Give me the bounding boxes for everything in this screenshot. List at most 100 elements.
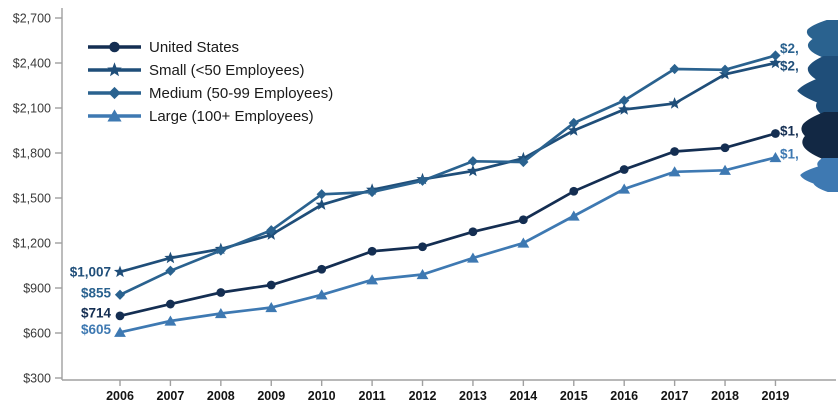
circle-marker	[367, 246, 377, 256]
x-tick-label: 2007	[157, 389, 185, 403]
star-marker	[668, 97, 681, 109]
us-line	[119, 132, 776, 318]
triangle-marker	[517, 237, 530, 248]
star-marker	[315, 198, 328, 210]
star-marker	[567, 124, 580, 136]
x-tick-label: 2013	[459, 389, 487, 403]
circle-marker	[216, 288, 226, 297]
x-tick-label: 2015	[560, 389, 588, 403]
small-end-label: $2,	[780, 59, 799, 74]
y-tick-label: $1,800	[13, 146, 51, 160]
star-marker	[769, 56, 782, 69]
diamond-marker	[316, 189, 327, 200]
circle-marker	[317, 264, 327, 274]
medium-series	[114, 50, 781, 300]
circle-marker	[670, 147, 680, 156]
y-tick-label: $2,400	[13, 56, 51, 70]
medium-line	[119, 54, 776, 297]
y-tick-label: $900	[23, 281, 51, 295]
diamond-marker	[770, 50, 781, 61]
triangle-marker	[265, 302, 278, 313]
legend-item-label: Large (100+ Employees)	[149, 108, 314, 125]
y-tick-label: $1,200	[13, 236, 51, 250]
edge-blob-large	[800, 158, 838, 192]
edge-blob-us	[801, 112, 838, 160]
diamond-marker	[518, 156, 529, 168]
x-tick-label: 2017	[661, 389, 689, 403]
y-tick-label: $2,700	[13, 11, 51, 25]
diamond-marker	[108, 86, 121, 100]
legend-item-us: United States	[88, 39, 239, 56]
x-tick-label: 2008	[207, 389, 235, 403]
edge-blobs	[797, 20, 838, 192]
legend-item-medium: Medium (50-99 Employees)	[88, 85, 333, 102]
circle-marker	[109, 41, 120, 53]
star-marker	[618, 103, 631, 115]
triangle-marker	[668, 166, 681, 177]
diamond-marker	[215, 245, 226, 256]
triangle-marker	[567, 210, 580, 221]
y-tick-label: $300	[23, 371, 51, 385]
diamond-marker	[467, 156, 479, 167]
triangle-marker	[618, 183, 631, 194]
star-marker	[466, 164, 479, 177]
us-end-label: $1,	[780, 124, 799, 139]
star-marker	[113, 265, 127, 278]
legend-item-label: Medium (50-99 Employees)	[149, 85, 333, 102]
triangle-marker	[107, 109, 122, 122]
axes: $300 $600 $900 $1,200 $1,500 $1,800 $2,100 $2,4…	[13, 8, 836, 403]
y-tick-label: $2,100	[13, 101, 51, 115]
diamond-marker	[165, 265, 176, 276]
circle-marker	[771, 129, 780, 138]
legend-item-label: Small (<50 Employees)	[149, 62, 304, 79]
circle-marker	[468, 227, 478, 237]
star-marker	[107, 62, 122, 77]
diamond-marker	[367, 186, 378, 198]
large-end-label: $1,	[780, 147, 799, 162]
triangle-marker	[769, 152, 782, 163]
x-tick-label: 2006	[106, 389, 134, 403]
x-tick-label: 2019	[762, 389, 790, 403]
circle-marker	[166, 299, 175, 309]
diamond-marker	[114, 289, 126, 300]
large-line	[119, 156, 776, 334]
diamond-marker	[568, 117, 579, 129]
triangle-marker	[719, 164, 731, 175]
y-tick-label: $1,500	[13, 191, 51, 205]
diamond-marker	[266, 225, 277, 236]
diamond-marker	[619, 95, 630, 106]
circle-marker	[115, 311, 125, 321]
x-tick-label: 2012	[409, 389, 437, 403]
circle-marker	[418, 242, 427, 252]
y-tick-label: $600	[23, 326, 51, 340]
triangle-marker	[366, 274, 378, 285]
triangle-marker	[114, 326, 126, 337]
diamond-marker	[669, 63, 680, 75]
edge-blob-small	[797, 56, 838, 114]
legend-item-label: United States	[149, 39, 239, 56]
circle-marker	[720, 143, 730, 153]
large-start-label: $605	[81, 322, 112, 337]
x-tick-label: 2018	[711, 389, 739, 403]
x-tick-label: 2014	[509, 389, 537, 403]
medium-start-label: $855	[81, 285, 112, 300]
legend: United States Small (<50 Employees) Medium…	[88, 39, 333, 125]
us-start-label: $714	[81, 305, 112, 320]
x-tick-label: 2011	[359, 389, 386, 403]
triangle-marker	[416, 269, 429, 280]
x-tick-label: 2016	[610, 389, 638, 403]
star-marker	[164, 251, 177, 264]
circle-marker	[619, 165, 629, 174]
triangle-marker	[467, 252, 479, 263]
x-tick-label: 2009	[257, 389, 285, 403]
circle-marker	[569, 186, 579, 196]
circle-marker	[518, 215, 528, 225]
x-tick-label: 2010	[308, 389, 336, 403]
triangle-marker	[214, 308, 227, 319]
medium-end-label: $2,	[780, 41, 799, 56]
diamond-marker	[719, 64, 731, 75]
diamond-marker	[417, 175, 428, 186]
edge-blob-medium	[806, 20, 838, 58]
us-series	[115, 129, 780, 321]
